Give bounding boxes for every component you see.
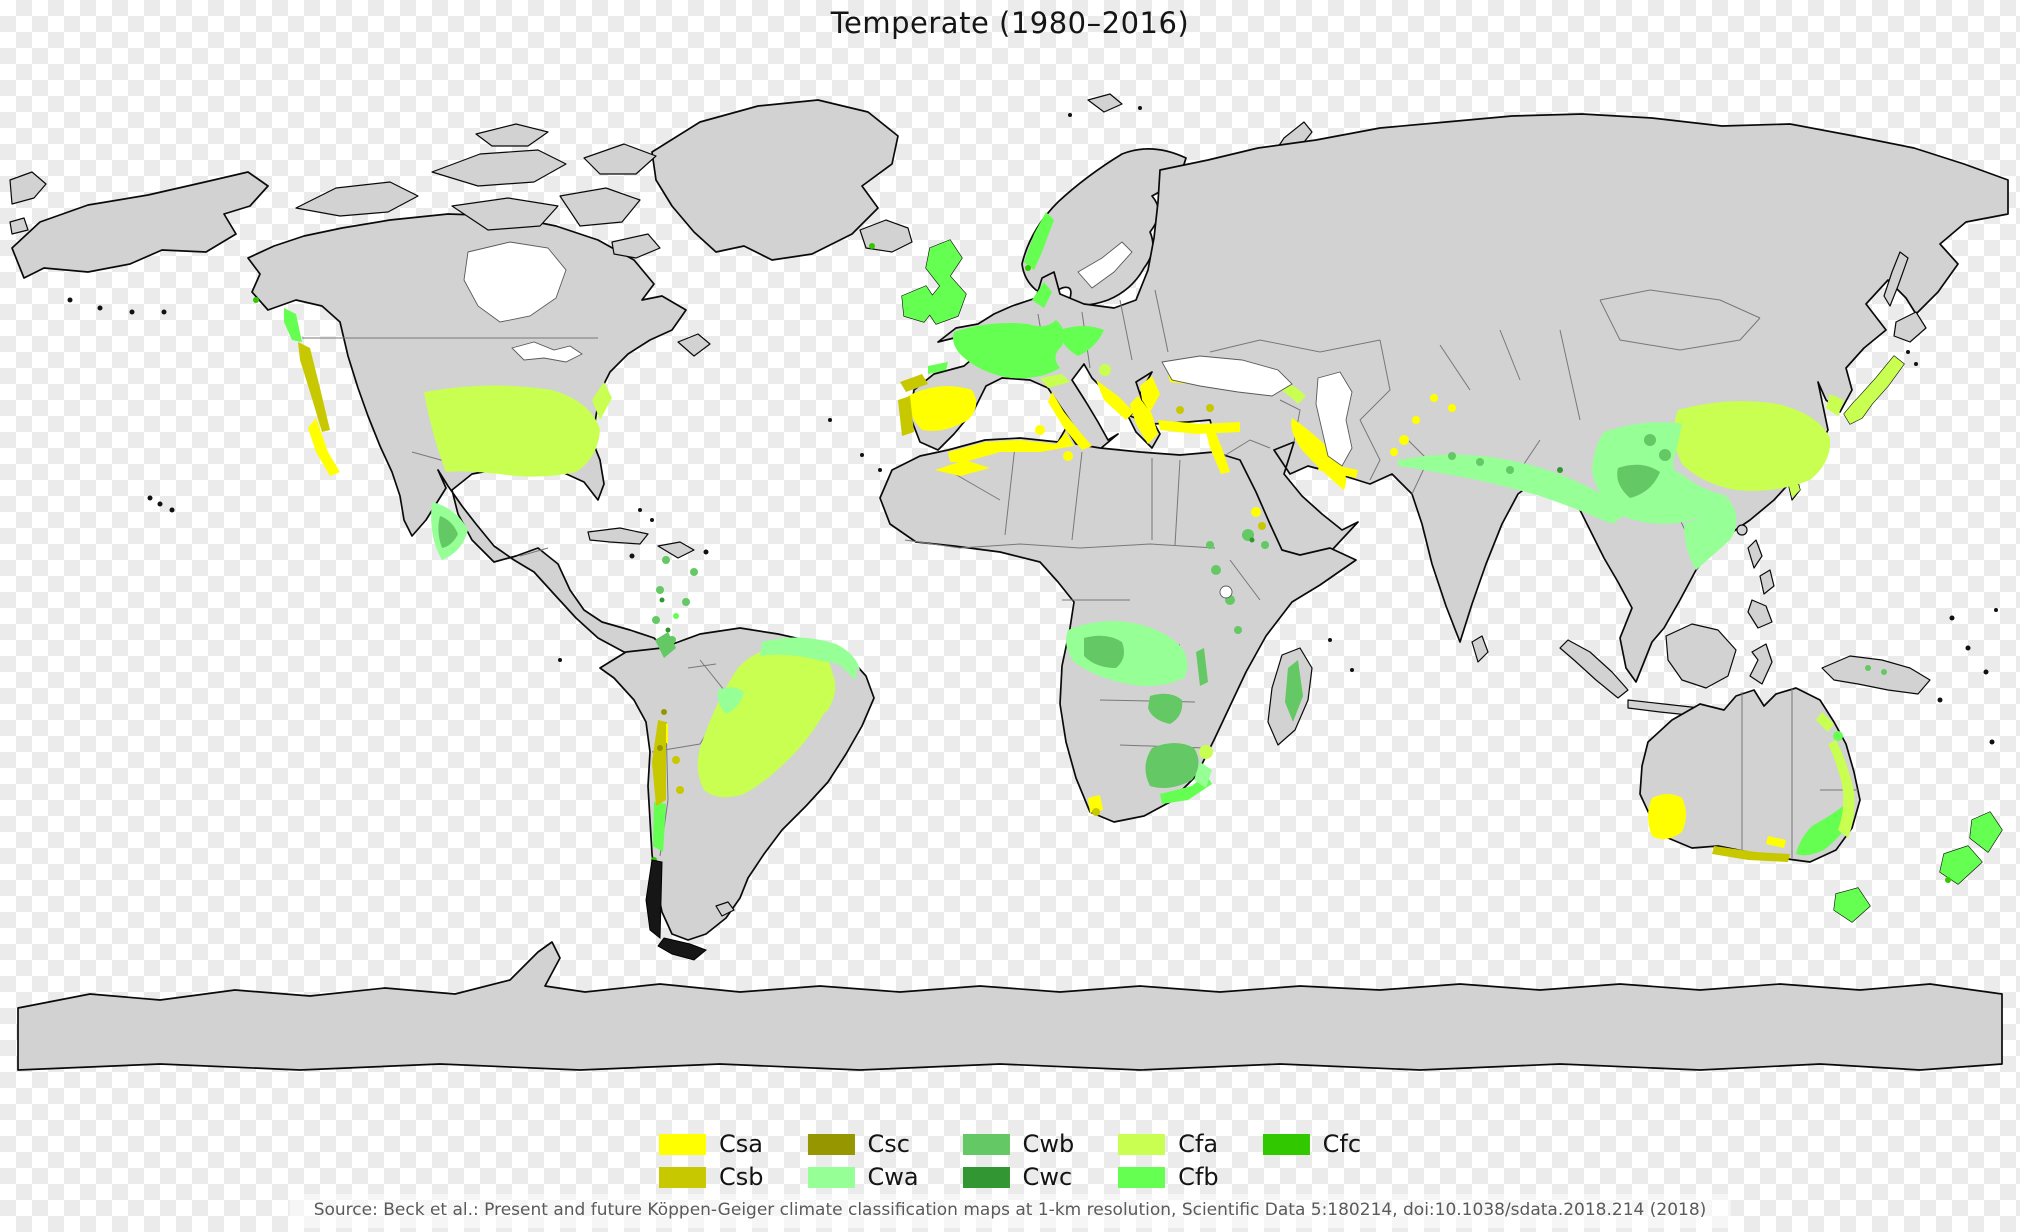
legend-swatch-cwc [962,1166,1010,1188]
legend-item-cwb: Cwb [962,1130,1075,1158]
legend-label-cwb: Cwb [1022,1130,1075,1158]
landmasses [9,93,2009,1071]
legend-swatch-cfb [1118,1166,1166,1188]
legend-label-cfa: Cfa [1178,1130,1219,1158]
legend-label-csa: Csa [718,1130,763,1158]
island-specks [67,106,1998,745]
legend-swatch-csc [807,1133,855,1155]
legend-item-cfb: Cfb [1118,1163,1219,1191]
legend-item-csb: Csb [658,1163,764,1191]
legend-item-cwc: Cwc [962,1163,1075,1191]
legend-swatch-cwa [807,1166,855,1188]
source-citation: Source: Beck et al.: Present and future … [313,1200,1707,1220]
dense-coastline-areas [645,859,707,961]
legend-label-csc: Csc [867,1130,910,1158]
legend-label-csb: Csb [718,1163,764,1191]
legend-label-cfc: Cfc [1322,1130,1362,1158]
legend-swatch-cfc [1262,1133,1310,1155]
page-title: Temperate (1980–2016) [830,6,1190,40]
legend: Csa Csb Csc Cwa Cwb Cwc Cfa Cfb Cfc [658,1130,1362,1191]
climate-regions [253,212,2002,922]
legend-item-cfc: Cfc [1262,1130,1362,1158]
legend-swatch-cwb [962,1133,1010,1155]
legend-swatch-cfa [1118,1133,1166,1155]
legend-label-cwc: Cwc [1022,1163,1073,1191]
legend-item-cfa: Cfa [1118,1130,1218,1158]
lakes [463,241,1353,599]
legend-label-cwa: Cwa [867,1163,919,1191]
legend-label-cfb: Cfb [1178,1163,1219,1191]
legend-swatch-csa [658,1133,706,1155]
legend-item-cwa: Cwa [807,1163,919,1191]
legend-item-csc: Csc [807,1130,918,1158]
legend-item-csa: Csa [658,1130,764,1158]
source-band: Source: Beck et al.: Present and future … [289,1194,1731,1228]
legend-swatch-csb [658,1166,706,1188]
